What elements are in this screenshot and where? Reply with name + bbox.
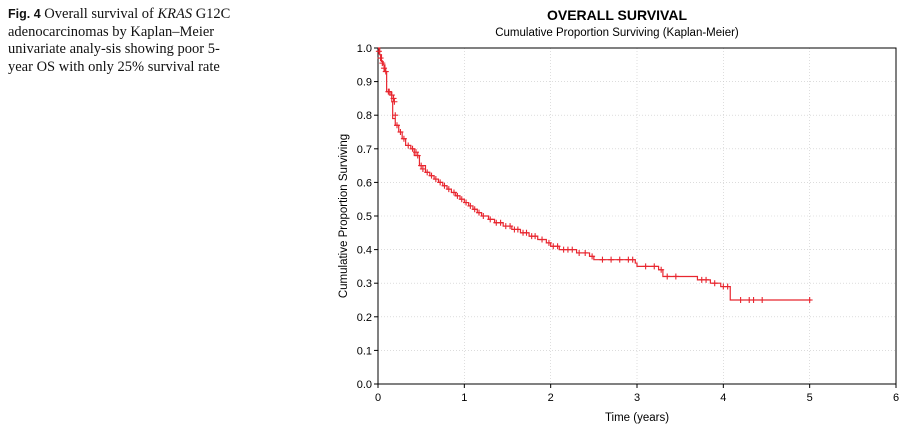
censor-mark — [454, 192, 461, 199]
censor-mark — [664, 273, 671, 280]
y-axis-label: Cumulative Proportion Surviving — [338, 134, 350, 298]
x-tick-label: 0 — [375, 392, 381, 404]
censor-mark — [703, 276, 710, 283]
censor-mark — [397, 129, 404, 135]
censor-mark — [589, 253, 596, 260]
survival-curve — [378, 47, 812, 301]
y-tick-label: 0.1 — [357, 345, 372, 357]
y-tick-label: 0.7 — [357, 144, 372, 156]
censor-mark — [428, 172, 435, 179]
censor-mark — [497, 219, 504, 226]
censor-mark — [576, 249, 583, 256]
y-tick-label: 0.2 — [357, 312, 372, 324]
censor-mark — [750, 297, 757, 303]
chart-subtitle: Cumulative Proportion Surviving (Kaplan-… — [495, 27, 739, 39]
caption-text-1: Overall survival of — [40, 6, 158, 22]
censor-mark — [441, 182, 448, 189]
censor-mark — [392, 112, 399, 119]
censor-mark — [616, 256, 623, 263]
censor-mark — [377, 55, 384, 62]
x-tick-label: 4 — [720, 392, 726, 404]
censor-mark — [381, 65, 388, 72]
x-tick-label: 5 — [807, 392, 813, 404]
y-tick-label: 1.0 — [357, 43, 372, 55]
censor-mark — [658, 266, 665, 273]
censor-mark — [539, 236, 546, 243]
axes: 0.0 0.1 0.2 0.3 0.4 0.5 0.6 0.7 0.8 0.9 1.0 0 1 2 3 4 5 6 — [357, 43, 899, 404]
censor-mark — [386, 88, 393, 95]
censor-mark — [532, 233, 539, 240]
censor-mark — [463, 199, 470, 206]
figure-label: Fig. 4 — [8, 7, 41, 21]
chart-title: OVERALL SURVIVAL — [547, 7, 687, 23]
caption-text-2: G12C adenocarcinomas by Kaplan–Meier uni… — [8, 6, 231, 75]
y-tick-label: 0.3 — [357, 278, 372, 290]
censor-mark — [437, 179, 444, 186]
censor-mark — [445, 186, 452, 193]
censor-mark — [507, 223, 514, 230]
censor-mark — [375, 48, 382, 55]
censor-mark — [458, 196, 465, 203]
censor-mark — [545, 239, 552, 246]
censor-mark — [582, 249, 589, 256]
censor-mark — [737, 297, 744, 303]
x-tick-label: 3 — [634, 392, 640, 404]
censor-mark — [393, 122, 400, 129]
y-tick-label: 0.6 — [357, 177, 372, 189]
censor-mark — [405, 142, 412, 149]
censor-mark — [554, 243, 561, 250]
grid — [378, 48, 896, 384]
y-tick-label: 0.5 — [357, 211, 372, 223]
y-tick-label: 0.9 — [357, 77, 372, 89]
censor-mark — [514, 226, 521, 233]
censor-mark — [599, 256, 606, 263]
censor-mark — [450, 189, 457, 196]
censor-mark — [379, 60, 386, 67]
censor-mark — [806, 297, 813, 303]
y-tick-label: 0.0 — [357, 379, 372, 391]
caption-gene-name: KRAS — [157, 6, 193, 22]
censor-mark — [388, 92, 395, 99]
censor-mark — [419, 165, 426, 172]
censor-mark — [724, 283, 731, 290]
censor-mark — [418, 162, 425, 169]
censor-mark — [432, 176, 439, 183]
figure-caption: Fig. 4 Overall survival of KRAS G12C ade… — [8, 6, 233, 76]
censor-mark — [467, 202, 474, 209]
censor-mark — [642, 263, 649, 270]
censor-mark — [523, 229, 530, 236]
censor-mark — [487, 216, 494, 223]
censor-mark — [480, 213, 487, 219]
censor-mark — [391, 98, 398, 105]
censor-mark — [390, 95, 397, 102]
censor-mark — [414, 152, 421, 159]
censor-mark — [471, 206, 478, 213]
censor-mark — [711, 280, 718, 287]
censor-mark — [651, 263, 658, 270]
censor-mark — [400, 135, 407, 142]
censor-mark — [629, 256, 636, 263]
censor-mark — [672, 273, 679, 280]
censor-mark — [569, 246, 576, 253]
x-axis-label: Time (years) — [605, 412, 669, 424]
censor-mark — [424, 169, 431, 176]
censor-mark — [412, 149, 419, 156]
censor-mark — [409, 145, 416, 152]
x-tick-label: 6 — [893, 392, 899, 404]
y-tick-label: 0.4 — [357, 245, 372, 257]
censor-mark — [759, 297, 766, 303]
censor-mark — [608, 256, 615, 263]
x-tick-label: 1 — [461, 392, 467, 404]
censor-mark — [476, 209, 483, 216]
x-tick-label: 2 — [548, 392, 554, 404]
censor-mark — [382, 68, 389, 75]
survival-series — [375, 47, 813, 303]
y-tick-label: 0.8 — [357, 110, 372, 122]
